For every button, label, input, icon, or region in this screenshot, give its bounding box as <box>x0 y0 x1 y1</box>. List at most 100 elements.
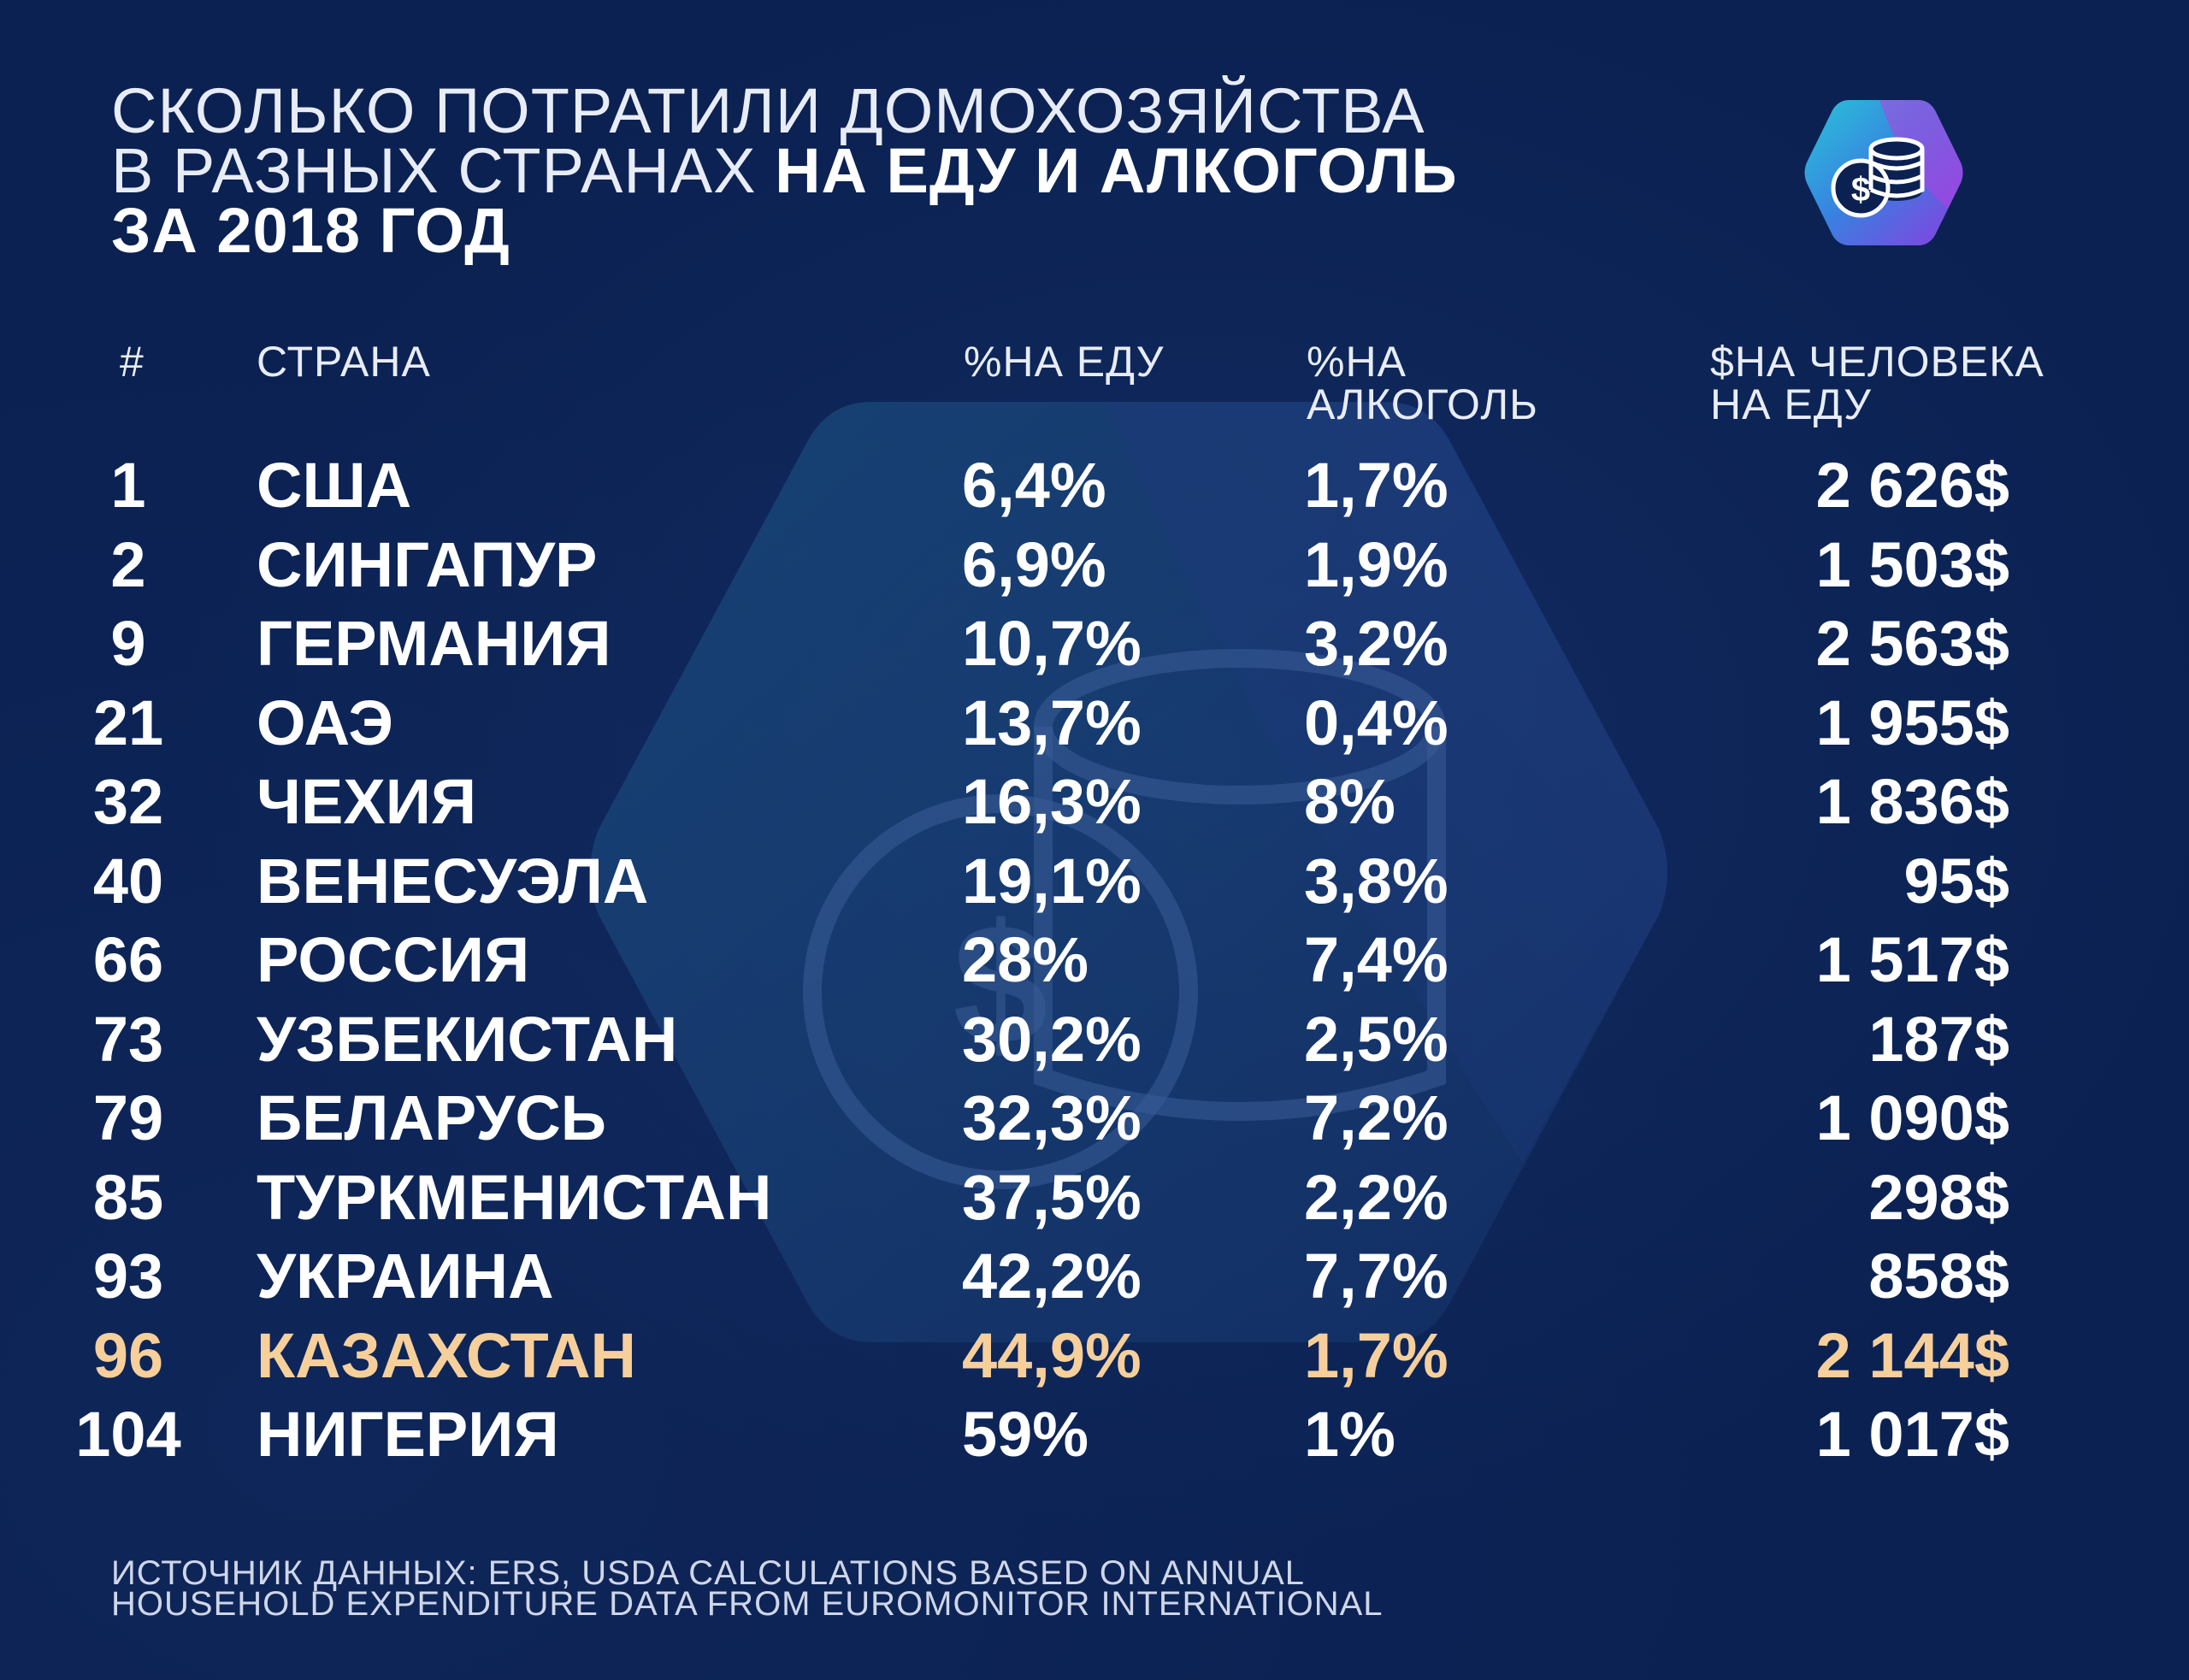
alcohol-pct-cell: 2,2% <box>1304 1161 1449 1233</box>
rank-cell: 66 <box>92 924 164 995</box>
rank-cell: 1 <box>110 450 146 521</box>
food-pct-cell: 42,2% <box>962 1241 1142 1312</box>
rank-cell: 21 <box>92 687 164 758</box>
table-row: 1 США 6,4% 1,7% 2 626$ <box>0 446 2189 525</box>
title-line-2: В РАЗНЫХ СТРАНАХ НА ЕДУ И АЛКОГОЛЬ <box>111 139 1458 203</box>
table-row: 2 СИНГАПУР 6,9% 1,9% 1 503$ <box>0 526 2189 604</box>
table-row: 93 УКРАИНА 42,2% 7,7% 858$ <box>0 1237 2189 1316</box>
country-cell: БЕЛАРУСЬ <box>257 1082 606 1153</box>
country-cell: США <box>257 450 412 521</box>
header-spend-line-1: $НА ЧЕЛОВЕКА <box>1710 338 2044 386</box>
header-spend: $НА ЧЕЛОВЕКА НА ЕДУ <box>1710 340 2044 426</box>
spend-per-person-cell: 858$ <box>1868 1241 2009 1312</box>
spend-per-person-cell: 1 017$ <box>1815 1399 2009 1470</box>
title-line-3: ЗА 2018 ГОД <box>111 195 510 266</box>
table-row: 85 ТУРКМЕНИСТАН 37,5% 2,2% 298$ <box>0 1158 2189 1237</box>
spend-per-person-cell: 2 563$ <box>1815 608 2009 679</box>
country-cell: НИГЕРИЯ <box>257 1399 559 1470</box>
table-row: 104 НИГЕРИЯ 59% 1% 1 017$ <box>0 1395 2189 1474</box>
rank-cell: 79 <box>92 1082 164 1153</box>
food-pct-cell: 19,1% <box>962 845 1142 917</box>
alcohol-pct-cell: 1,7% <box>1304 450 1449 521</box>
country-cell: ЧЕХИЯ <box>257 766 477 837</box>
food-pct-cell: 59% <box>962 1399 1089 1470</box>
header-alcohol-pct: %НА АЛКОГОЛЬ <box>1307 340 1538 426</box>
svg-text:$: $ <box>953 889 1047 1080</box>
food-pct-cell: 10,7% <box>962 608 1142 679</box>
rank-cell: 2 <box>110 528 146 600</box>
spend-per-person-cell: 1 090$ <box>1815 1082 2009 1153</box>
food-pct-cell: 37,5% <box>962 1161 1142 1233</box>
spend-per-person-cell: 298$ <box>1868 1161 2009 1233</box>
food-pct-cell: 6,4% <box>962 450 1106 521</box>
title-line-2-bold: НА ЕДУ И АЛКОГОЛЬ <box>775 135 1458 206</box>
alcohol-pct-cell: 2,5% <box>1304 1003 1449 1075</box>
table-row: 21 ОАЭ 13,7% 0,4% 1 955$ <box>0 684 2189 763</box>
rank-cell: 40 <box>92 845 164 917</box>
alcohol-pct-cell: 3,8% <box>1304 845 1449 917</box>
source-line-1: ИСТОЧНИК ДАННЫХ: ERS, USDA CALCULATIONS … <box>111 1554 1306 1592</box>
food-pct-cell: 28% <box>962 924 1089 995</box>
header-rank: # <box>120 338 145 386</box>
rank-cell: 93 <box>92 1241 164 1312</box>
alcohol-pct-cell: 7,4% <box>1304 924 1449 995</box>
spend-per-person-cell: 1 955$ <box>1815 687 2009 758</box>
table-row: 79 БЕЛАРУСЬ 32,3% 7,2% 1 090$ <box>0 1079 2189 1158</box>
page-title: СКОЛЬКО ПОТРАТИЛИ ДОМОХОЗЯЙСТВА В РАЗНЫХ… <box>111 75 1458 266</box>
header-food-pct: %НА ЕДУ <box>964 338 1165 386</box>
watermark-coins-icon: $ <box>590 402 1667 1342</box>
header-alcohol-line-2: АЛКОГОЛЬ <box>1307 380 1538 428</box>
country-cell: ВЕНЕСУЭЛА <box>257 845 649 917</box>
food-pct-cell: 32,3% <box>962 1082 1142 1153</box>
table-row: 32 ЧЕХИЯ 16,3% 8% 1 836$ <box>0 763 2189 841</box>
source-note: ИСТОЧНИК ДАННЫХ: ERS, USDA CALCULATIONS … <box>111 1554 1384 1623</box>
table-row: 73 УЗБЕКИСТАН 30,2% 2,5% 187$ <box>0 1000 2189 1079</box>
food-pct-cell: 6,9% <box>962 528 1106 600</box>
alcohol-pct-cell: 1,7% <box>1304 1319 1449 1391</box>
title-line-1: СКОЛЬКО ПОТРАТИЛИ ДОМОХОЗЯЙСТВА <box>111 75 1425 146</box>
coins-dollar-icon: $ <box>1804 100 1963 245</box>
alcohol-pct-cell: 7,7% <box>1304 1241 1449 1312</box>
country-cell: УЗБЕКИСТАН <box>257 1003 678 1075</box>
rank-cell: 9 <box>110 608 146 679</box>
title-line-2-thin: В РАЗНЫХ СТРАНАХ <box>111 135 776 206</box>
alcohol-pct-cell: 3,2% <box>1304 608 1449 679</box>
table-row: 66 РОССИЯ 28% 7,4% 1 517$ <box>0 921 2189 999</box>
alcohol-pct-cell: 0,4% <box>1304 687 1449 758</box>
rank-cell: 96 <box>92 1319 164 1391</box>
spend-per-person-cell: 1 503$ <box>1815 528 2009 600</box>
food-pct-cell: 30,2% <box>962 1003 1142 1075</box>
country-cell: ОАЭ <box>257 687 393 758</box>
spend-per-person-cell: 1 836$ <box>1815 766 2009 837</box>
food-pct-cell: 13,7% <box>962 687 1142 758</box>
country-cell: СИНГАПУР <box>257 528 598 600</box>
food-pct-cell: 16,3% <box>962 766 1142 837</box>
svg-text:$: $ <box>1851 171 1870 209</box>
table-row: 96 КАЗАХСТАН 44,9% 1,7% 2 144$ <box>0 1317 2189 1395</box>
rank-cell: 85 <box>92 1161 164 1233</box>
country-cell: ГЕРМАНИЯ <box>257 608 611 679</box>
spend-per-person-cell: 2 144$ <box>1815 1319 2009 1391</box>
rank-cell: 104 <box>75 1399 181 1470</box>
alcohol-pct-cell: 7,2% <box>1304 1082 1449 1153</box>
rank-cell: 32 <box>92 766 164 837</box>
spend-per-person-cell: 95$ <box>1903 845 2009 917</box>
header-alcohol-line-1: %НА <box>1307 338 1407 386</box>
country-cell: ТУРКМЕНИСТАН <box>257 1161 772 1233</box>
alcohol-pct-cell: 8% <box>1304 766 1395 837</box>
table-row: 9 ГЕРМАНИЯ 10,7% 3,2% 2 563$ <box>0 604 2189 683</box>
spend-per-person-cell: 187$ <box>1868 1003 2009 1075</box>
header-spend-line-2: НА ЕДУ <box>1710 380 1872 428</box>
source-line-2: HOUSEHOLD EXPENDITURE DATA FROM EUROMONI… <box>111 1585 1384 1623</box>
food-pct-cell: 44,9% <box>962 1319 1142 1391</box>
alcohol-pct-cell: 1,9% <box>1304 528 1449 600</box>
rank-cell: 73 <box>92 1003 164 1075</box>
spend-per-person-cell: 2 626$ <box>1815 450 2009 521</box>
country-cell: РОССИЯ <box>257 924 530 995</box>
spend-per-person-cell: 1 517$ <box>1815 924 2009 995</box>
country-cell: УКРАИНА <box>257 1241 554 1312</box>
header-country: СТРАНА <box>257 338 431 386</box>
country-cell: КАЗАХСТАН <box>257 1319 636 1391</box>
table-row: 40 ВЕНЕСУЭЛА 19,1% 3,8% 95$ <box>0 842 2189 921</box>
alcohol-pct-cell: 1% <box>1304 1399 1395 1470</box>
